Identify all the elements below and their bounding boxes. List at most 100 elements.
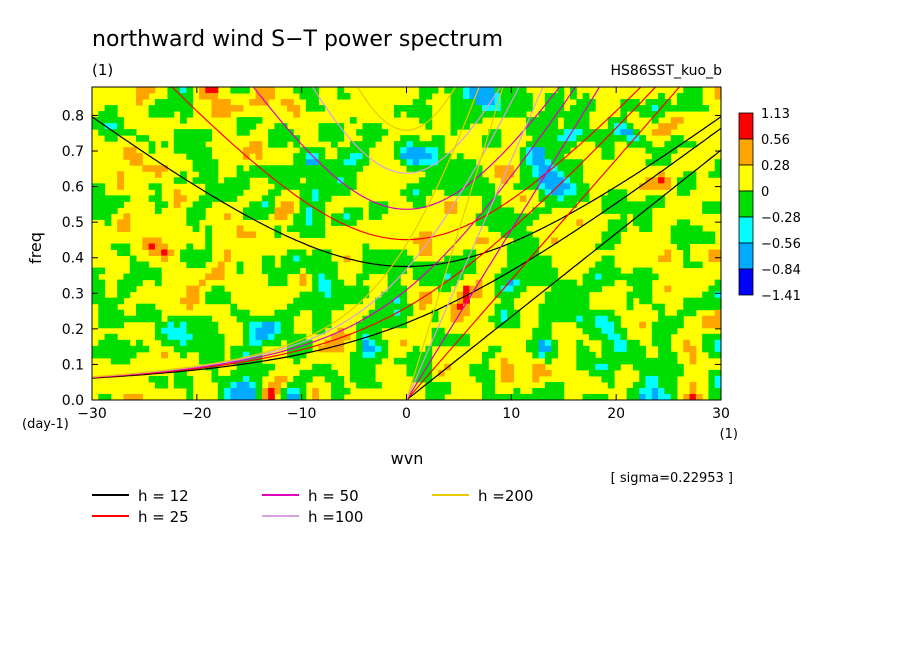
field-cell xyxy=(614,117,621,124)
field-cell xyxy=(400,285,407,293)
field-cell xyxy=(425,147,433,154)
field-cell xyxy=(136,315,143,323)
field-cell xyxy=(230,87,238,94)
field-cell xyxy=(450,177,458,184)
field-cell xyxy=(544,303,552,311)
field-cell xyxy=(129,315,137,323)
field-cell xyxy=(507,213,514,220)
field-cell xyxy=(406,351,414,359)
field-cell xyxy=(293,375,301,383)
field-cell xyxy=(98,201,106,208)
field-cell xyxy=(645,225,653,232)
field-cell xyxy=(92,195,99,202)
field-cell xyxy=(695,237,703,244)
field-cell xyxy=(500,291,508,299)
field-cell xyxy=(318,123,326,130)
field-cell xyxy=(161,243,168,251)
field-cell xyxy=(299,225,307,232)
field-cell xyxy=(249,363,257,371)
field-cell xyxy=(198,195,206,202)
field-cell xyxy=(154,315,162,323)
field-cell xyxy=(708,249,716,257)
field-cell xyxy=(588,321,596,329)
field-cell xyxy=(412,141,420,148)
field-cell xyxy=(570,279,577,287)
field-cell xyxy=(481,105,489,112)
field-cell xyxy=(670,369,678,377)
field-cell xyxy=(570,297,577,305)
field-cell xyxy=(507,279,514,287)
field-cell xyxy=(198,177,206,184)
field-cell xyxy=(337,279,345,287)
field-cell xyxy=(557,189,565,196)
field-cell xyxy=(431,141,439,148)
field-cell xyxy=(500,285,508,293)
field-cell xyxy=(230,195,238,202)
field-cell xyxy=(242,213,250,220)
field-cell xyxy=(419,201,426,208)
field-cell xyxy=(658,309,665,317)
field-cell xyxy=(318,321,326,329)
field-cell xyxy=(419,159,426,166)
field-cell xyxy=(349,363,357,371)
field-cell xyxy=(117,297,124,305)
field-cell xyxy=(136,339,143,347)
field-cell xyxy=(689,231,697,238)
field-cell xyxy=(242,363,250,371)
field-cell xyxy=(645,99,653,106)
field-cell xyxy=(293,393,301,400)
field-cell xyxy=(582,129,590,136)
field-cell xyxy=(180,99,187,106)
field-cell xyxy=(651,147,659,154)
field-cell xyxy=(544,189,552,196)
field-cell xyxy=(676,117,684,124)
field-cell xyxy=(324,369,332,377)
field-cell xyxy=(582,273,590,281)
field-cell xyxy=(658,255,665,263)
field-cell xyxy=(651,195,659,202)
field-cell xyxy=(154,327,162,335)
field-cell xyxy=(211,339,219,347)
field-cell xyxy=(570,105,577,112)
field-cell xyxy=(161,327,168,335)
field-cell xyxy=(676,321,684,329)
field-cell xyxy=(595,273,602,281)
field-cell xyxy=(123,153,131,160)
field-cell xyxy=(664,351,672,359)
field-cell xyxy=(444,267,452,275)
field-cell xyxy=(255,165,263,172)
field-cell xyxy=(431,381,439,389)
field-cell xyxy=(211,291,219,299)
field-cell xyxy=(362,375,370,383)
dispersion-curve-mrg xyxy=(92,127,721,379)
field-cell xyxy=(98,297,106,305)
field-cell xyxy=(500,363,508,371)
field-cell xyxy=(664,333,672,341)
field-cell xyxy=(217,273,225,281)
field-cell xyxy=(601,147,609,154)
field-cell xyxy=(450,315,458,323)
field-cell xyxy=(708,375,716,383)
field-cell xyxy=(607,339,615,347)
field-cell xyxy=(98,321,106,329)
field-cell xyxy=(670,231,678,238)
field-cell xyxy=(658,321,665,329)
field-cell xyxy=(236,183,244,190)
field-cell xyxy=(180,117,187,124)
field-cell xyxy=(305,165,313,172)
field-cell xyxy=(129,267,137,275)
field-cell xyxy=(406,147,414,154)
field-cell xyxy=(645,141,653,148)
field-cell xyxy=(255,345,263,353)
field-cell xyxy=(242,207,250,214)
field-cell xyxy=(632,357,640,365)
field-cell xyxy=(255,333,263,341)
field-cell xyxy=(261,321,269,329)
field-cell xyxy=(450,339,458,347)
field-cell xyxy=(419,165,426,172)
field-cell xyxy=(419,243,426,251)
field-cell xyxy=(689,183,697,190)
field-cell xyxy=(507,393,514,400)
field-cell xyxy=(167,249,175,257)
y-tick-label: 0.6 xyxy=(62,180,84,196)
